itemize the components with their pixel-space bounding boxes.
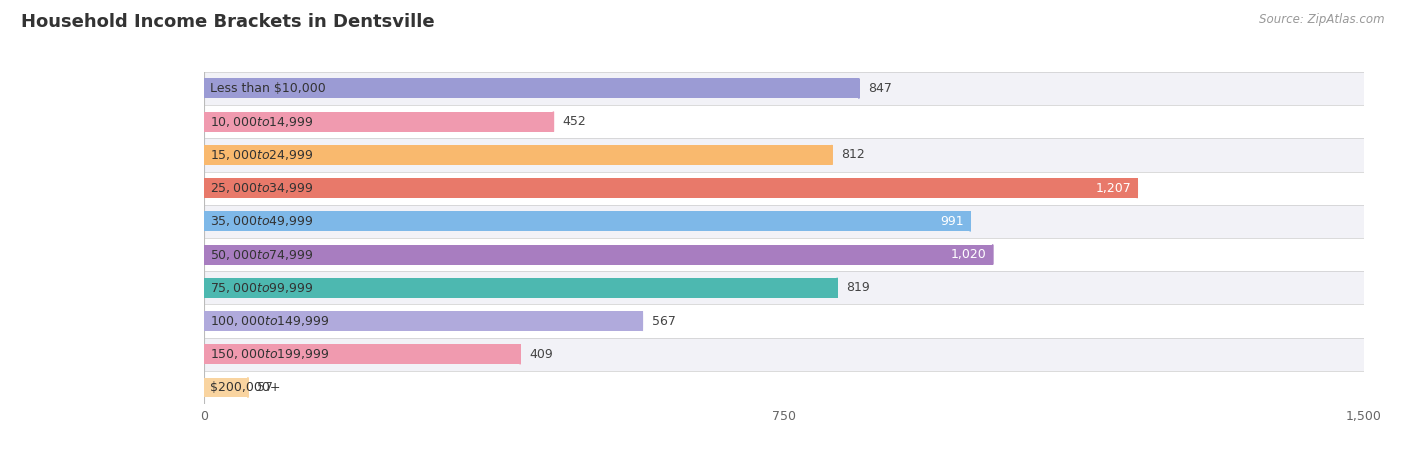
Bar bbox=[204, 271, 1364, 304]
Text: Less than $10,000: Less than $10,000 bbox=[209, 82, 326, 95]
Bar bbox=[204, 238, 1364, 271]
Text: 409: 409 bbox=[530, 348, 553, 361]
Text: 812: 812 bbox=[841, 149, 865, 161]
Text: $35,000 to $49,999: $35,000 to $49,999 bbox=[209, 214, 314, 229]
Text: 1,207: 1,207 bbox=[1095, 182, 1130, 194]
Bar bbox=[204, 311, 643, 331]
Bar bbox=[204, 138, 1364, 172]
Text: $75,000 to $99,999: $75,000 to $99,999 bbox=[209, 281, 314, 295]
Text: $25,000 to $34,999: $25,000 to $34,999 bbox=[209, 181, 314, 195]
Text: 57: 57 bbox=[257, 381, 273, 394]
Bar bbox=[204, 338, 1364, 371]
Text: $10,000 to $14,999: $10,000 to $14,999 bbox=[209, 114, 314, 129]
Text: $15,000 to $24,999: $15,000 to $24,999 bbox=[209, 148, 314, 162]
Bar bbox=[204, 145, 832, 165]
Text: 452: 452 bbox=[562, 115, 586, 128]
Text: 847: 847 bbox=[868, 82, 891, 95]
Bar bbox=[204, 304, 1364, 338]
Bar bbox=[204, 211, 970, 231]
Text: 991: 991 bbox=[941, 215, 965, 228]
Bar bbox=[204, 105, 1364, 138]
Bar bbox=[204, 378, 247, 397]
Bar bbox=[204, 205, 1364, 238]
Bar bbox=[204, 278, 837, 298]
Bar bbox=[204, 72, 1364, 105]
Text: $200,000+: $200,000+ bbox=[209, 381, 281, 394]
Bar bbox=[204, 344, 520, 364]
Bar bbox=[204, 172, 1364, 205]
Text: $100,000 to $149,999: $100,000 to $149,999 bbox=[209, 314, 329, 328]
Text: $50,000 to $74,999: $50,000 to $74,999 bbox=[209, 247, 314, 262]
Bar bbox=[204, 112, 554, 132]
Text: 819: 819 bbox=[846, 282, 870, 294]
Bar bbox=[204, 371, 1364, 404]
Text: 567: 567 bbox=[651, 315, 675, 327]
Text: $150,000 to $199,999: $150,000 to $199,999 bbox=[209, 347, 329, 361]
Text: Source: ZipAtlas.com: Source: ZipAtlas.com bbox=[1260, 13, 1385, 26]
Bar bbox=[204, 178, 1137, 198]
Text: Household Income Brackets in Dentsville: Household Income Brackets in Dentsville bbox=[21, 13, 434, 31]
Bar bbox=[204, 245, 993, 264]
Bar bbox=[204, 79, 859, 98]
Text: 1,020: 1,020 bbox=[950, 248, 987, 261]
